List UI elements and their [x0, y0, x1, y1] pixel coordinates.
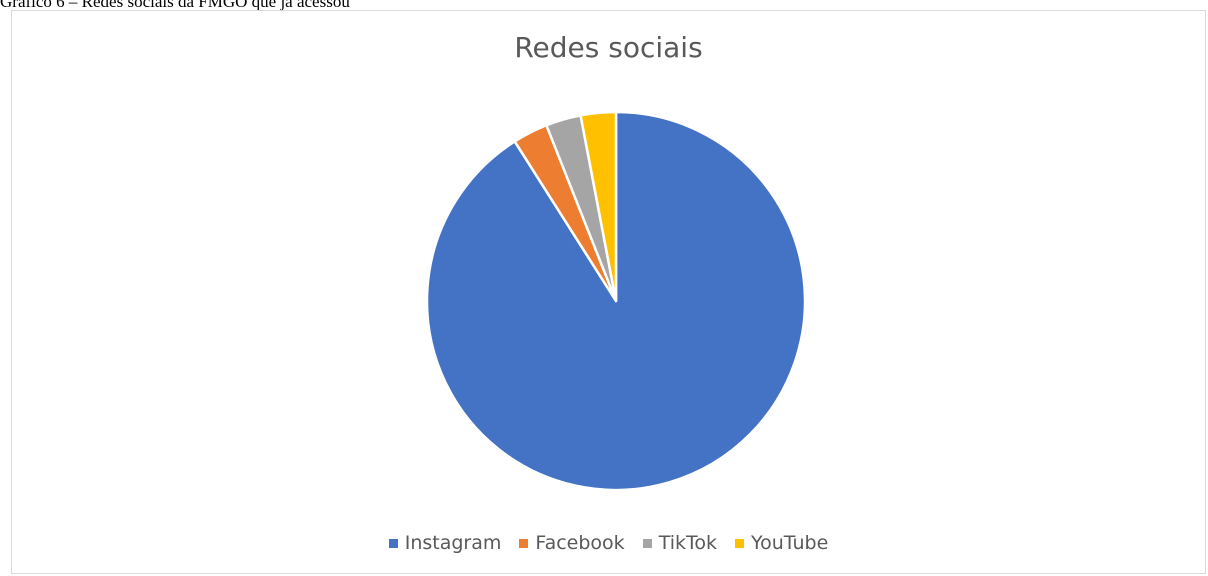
chart-area: Redes sociais Instagram Facebook TikTok You…	[11, 10, 1206, 574]
legend-swatch	[388, 538, 398, 548]
legend-label: Instagram	[404, 532, 502, 554]
legend-swatch	[642, 538, 652, 548]
legend-swatch	[735, 538, 744, 548]
pie-chart	[425, 110, 807, 492]
legend-label: YouTube	[751, 532, 829, 554]
chart-title: Redes sociais	[514, 31, 703, 64]
chart-legend: Instagram Facebook TikTok YouTube	[12, 532, 1205, 554]
legend-label: TikTok	[658, 532, 717, 554]
pie-slice-youtube	[579, 110, 618, 303]
figure-caption: Gráfico 6 – Redes sociais da FMGO que já…	[0, 0, 350, 10]
legend-label: Facebook	[535, 532, 625, 554]
legend-item-youtube: YouTube	[735, 532, 828, 554]
legend-item-facebook: Facebook	[519, 532, 625, 554]
legend-item-instagram: Instagram	[388, 532, 502, 554]
legend-swatch	[519, 538, 529, 548]
legend-item-tiktok: TikTok	[642, 532, 717, 554]
